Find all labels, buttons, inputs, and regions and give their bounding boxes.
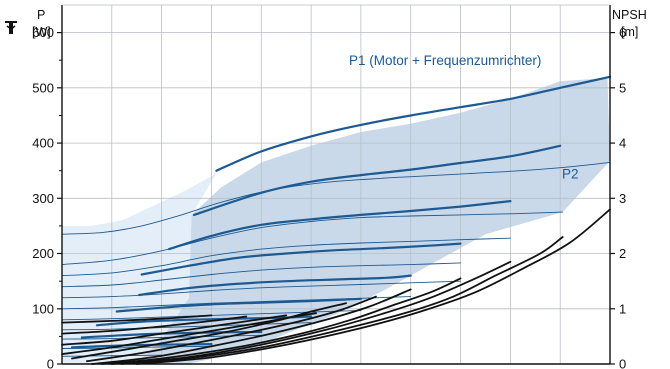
right-tick-label: 1 <box>619 301 626 316</box>
right-tick-label: 4 <box>619 136 626 151</box>
npsh-curve-10 <box>61 315 248 335</box>
npsh-curve-5 <box>91 288 412 365</box>
operating-ranges <box>62 77 610 365</box>
npsh-curve-2 <box>120 236 564 365</box>
right-tick-label: 0 <box>619 357 626 369</box>
p1-curve-6 <box>115 297 362 313</box>
left-tick-label: 500 <box>32 80 54 95</box>
left-tick-label: 0 <box>47 357 54 369</box>
p2-curve-6 <box>61 296 412 310</box>
annotation-p2: P2 <box>562 167 579 182</box>
left-tick-label: 200 <box>32 246 54 261</box>
annotation-p1: P1 (Motor + Frequenzumrichter) <box>349 53 541 68</box>
left-tick-label: 300 <box>32 191 54 206</box>
p1-curve-3 <box>168 200 512 251</box>
npsh-curve-8 <box>61 312 317 355</box>
p2-area <box>62 173 217 364</box>
p1-curve-2 <box>192 144 562 216</box>
right-tick-label: 6 <box>619 25 626 40</box>
npsh-curve-3 <box>110 260 512 365</box>
left-axis-label: P <box>37 8 45 22</box>
p2-curve-5 <box>61 280 461 299</box>
p2-curve-4 <box>61 262 461 288</box>
npsh-curve-9 <box>61 314 288 346</box>
p1-curve-5 <box>138 274 412 297</box>
npsh-curve-4 <box>101 277 462 365</box>
left-axis-unit: [W] <box>32 25 51 39</box>
p2-curve-1 <box>61 161 611 235</box>
npsh-curve-11 <box>61 314 213 324</box>
left-tick-label: 400 <box>32 136 54 151</box>
left-tick-label: 600 <box>32 25 54 40</box>
left-tick-label: 100 <box>32 301 54 316</box>
right-axis-label: NPSH <box>612 8 647 22</box>
p1-area <box>134 77 610 365</box>
npsh-curve-6 <box>86 295 377 363</box>
p1-curve-1 <box>215 75 612 172</box>
right-tick-label: 3 <box>619 191 626 206</box>
npsh-curve-1 <box>135 208 611 365</box>
export-icon[interactable] <box>5 21 17 34</box>
axis-ticks: 0 100 200 300 400 500 600 0 1 2 3 4 5 6 <box>32 25 626 369</box>
right-axis-unit: [m] <box>621 25 638 39</box>
npsh-curve-7 <box>71 302 347 360</box>
right-tick-label: 5 <box>619 80 626 95</box>
p2-curve-11 <box>61 354 163 357</box>
right-tick-label: 2 <box>619 246 626 261</box>
p1-curve-4 <box>140 242 462 276</box>
curves <box>61 75 612 365</box>
p2-curve-2 <box>61 211 564 266</box>
plot-frame <box>61 4 611 365</box>
p2-curve-3 <box>61 237 511 277</box>
